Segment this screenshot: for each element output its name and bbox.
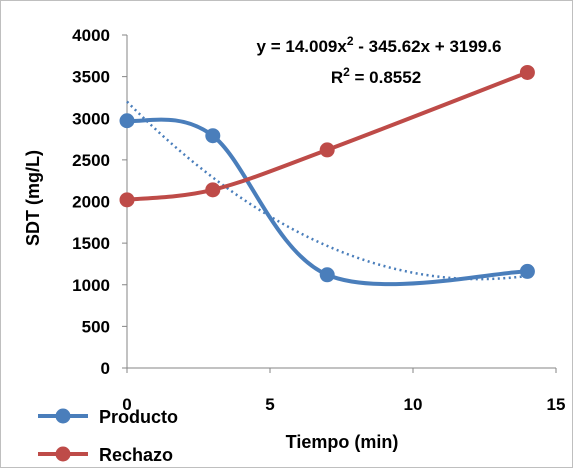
x-axis-ticks: 0 5 10 15 [122, 368, 565, 414]
data-point-rechazo [519, 64, 535, 80]
data-point-rechazo [205, 182, 221, 198]
y-tick-label: 2500 [72, 151, 110, 170]
y-tick-label: 1500 [72, 234, 110, 253]
y-tick-label: 2000 [72, 193, 110, 212]
x-axis-title: Tiempo (min) [286, 432, 399, 452]
x-tick-label: 10 [404, 395, 423, 414]
series-layer [119, 64, 535, 287]
y-tick-label: 3000 [72, 109, 110, 128]
legend-item-producto: Producto [38, 407, 178, 427]
legend-item-rechazo: Rechazo [38, 445, 173, 465]
data-point-producto [519, 263, 535, 279]
x-tick-label: 5 [265, 395, 274, 414]
data-point-rechazo [119, 192, 135, 208]
trendline-equation: y = 14.009x2 - 345.62x + 3199.6 [257, 34, 502, 56]
series-line-producto [126, 117, 528, 287]
legend-rechazo-marker [55, 446, 71, 462]
y-tick-label: 0 [101, 359, 110, 378]
y-tick-label: 4000 [72, 26, 110, 45]
legend: Producto Rechazo [38, 407, 178, 465]
data-point-producto [319, 267, 335, 283]
legend-producto-marker [55, 408, 71, 424]
x-tick-label: 15 [547, 395, 566, 414]
data-point-rechazo [319, 142, 335, 158]
y-axis-ticks: 0 500 1000 1500 2000 2500 3000 3500 4000 [72, 26, 127, 378]
y-tick-label: 3500 [72, 68, 110, 87]
data-point-producto [205, 128, 221, 144]
data-point-producto [119, 113, 135, 129]
legend-producto-label: Producto [99, 407, 178, 427]
legend-rechazo-label: Rechazo [99, 445, 173, 465]
x-tick-label: 0 [122, 395, 131, 414]
series-line-rechazo [126, 70, 529, 202]
y-tick-label: 1000 [72, 276, 110, 295]
r-squared-label: R2 = 0.8552 [331, 65, 421, 87]
y-axis-title: SDT (mg/L) [23, 150, 43, 246]
y-tick-label: 500 [82, 317, 110, 336]
